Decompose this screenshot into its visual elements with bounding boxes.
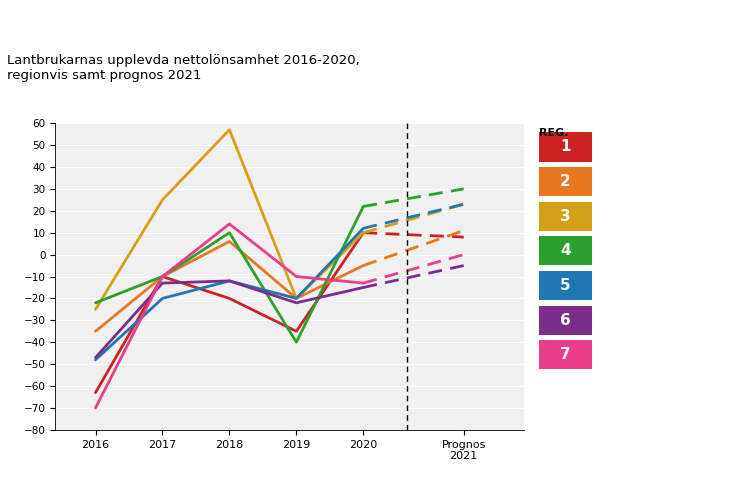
FancyBboxPatch shape [539,132,592,161]
FancyBboxPatch shape [539,202,592,231]
FancyBboxPatch shape [539,236,592,266]
Text: 3: 3 [560,209,570,224]
FancyBboxPatch shape [539,306,592,335]
Text: 5: 5 [560,278,570,293]
Text: DIAGRAM 1: DIAGRAM 1 [9,18,134,37]
Text: 1: 1 [560,140,570,155]
Text: REG.: REG. [539,128,568,138]
FancyBboxPatch shape [539,271,592,300]
Text: 2: 2 [560,174,570,189]
Text: 4: 4 [560,243,570,258]
FancyBboxPatch shape [539,167,592,196]
FancyBboxPatch shape [539,341,592,369]
Text: 7: 7 [560,347,570,362]
Text: 6: 6 [560,313,570,328]
Text: Lantbrukarnas upplevda nettolönsamhet 2016-2020,
regionvis samt prognos 2021: Lantbrukarnas upplevda nettolönsamhet 20… [7,54,360,82]
